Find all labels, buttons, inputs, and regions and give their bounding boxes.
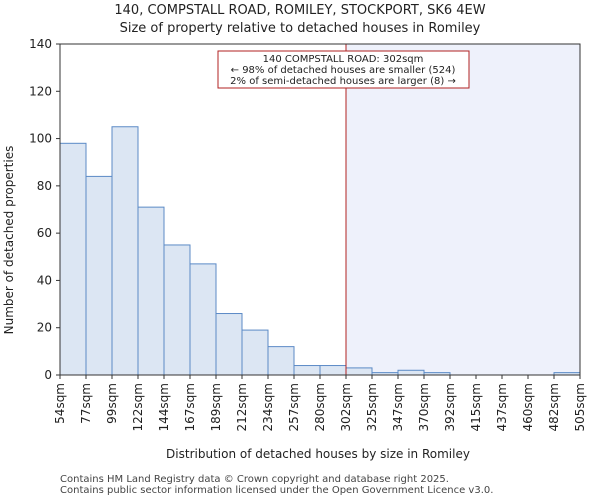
- x-tick-label-460sqm: 460sqm: [521, 383, 535, 431]
- annotation-line-3: 2% of semi-detached houses are larger (8…: [230, 76, 456, 87]
- y-tick-label-60: 60: [37, 226, 52, 240]
- x-tick-label-77sqm: 77sqm: [79, 383, 93, 424]
- x-tick-label-54sqm: 54sqm: [53, 383, 67, 424]
- x-tick-label-122sqm: 122sqm: [131, 383, 145, 431]
- x-tick-label-505sqm: 505sqm: [573, 383, 587, 431]
- bar-212sqm: [241, 329, 269, 376]
- chart-subtitle: Size of property relative to detached ho…: [120, 21, 481, 36]
- bar-302sqm: [345, 367, 373, 376]
- y-tick-label-120: 120: [29, 84, 52, 98]
- y-tick-label-20: 20: [37, 321, 52, 335]
- y-tick-label-40: 40: [37, 273, 52, 287]
- y-tick-label-80: 80: [37, 179, 52, 193]
- annotation-box: 140 COMPSTALL ROAD: 302sqm ← 98% of deta…: [217, 50, 470, 89]
- x-tick-label-189sqm: 189sqm: [209, 383, 223, 431]
- plot-frame: [59, 43, 581, 376]
- chart-title: 140, COMPSTALL ROAD, ROMILEY, STOCKPORT,…: [114, 3, 485, 18]
- x-tick-label-257sqm: 257sqm: [287, 383, 301, 431]
- annotation-frame: [217, 50, 470, 89]
- x-tick-label-144sqm: 144sqm: [157, 383, 171, 431]
- x-tick-label-302sqm: 302sqm: [339, 383, 353, 431]
- bar-77sqm: [85, 175, 113, 376]
- bar-347sqm: [397, 369, 425, 376]
- x-axis: 54sqm 77sqm 99sqm 122sqm 144sqm 167sqm 189sqm 2…: [53, 375, 587, 431]
- x-tick-label-234sqm: 234sqm: [261, 383, 275, 431]
- bars: [59, 126, 581, 376]
- bar-280sqm: [319, 365, 347, 376]
- footer-line-1: Contains HM Land Registry data © Crown c…: [60, 474, 449, 485]
- x-tick-label-415sqm: 415sqm: [469, 383, 483, 431]
- y-axis: 0 20 40 60 80 100 120 140: [29, 37, 60, 382]
- annotation-line-2: ← 98% of detached houses are smaller (52…: [231, 65, 456, 76]
- bar-144sqm: [163, 244, 191, 376]
- y-axis-label: Number of detached properties: [2, 146, 16, 335]
- bar-99sqm: [111, 126, 139, 376]
- x-tick-label-482sqm: 482sqm: [547, 383, 561, 431]
- y-tick-label-140: 140: [29, 37, 52, 51]
- footer-line-2: Contains public sector information licen…: [60, 485, 493, 496]
- x-tick-label-392sqm: 392sqm: [443, 383, 457, 431]
- y-tick-label-0: 0: [44, 368, 52, 382]
- x-tick-label-99sqm: 99sqm: [105, 383, 119, 424]
- x-tick-label-167sqm: 167sqm: [183, 383, 197, 431]
- larger-than-property-region: [346, 44, 580, 375]
- bar-167sqm: [189, 263, 217, 376]
- bar-189sqm: [215, 313, 243, 376]
- annotation-line-1: 140 COMPSTALL ROAD: 302sqm: [263, 54, 424, 65]
- x-axis-label: Distribution of detached houses by size …: [166, 447, 470, 461]
- x-tick-label-325sqm: 325sqm: [365, 383, 379, 431]
- bar-54sqm: [59, 142, 87, 376]
- x-tick-label-437sqm: 437sqm: [495, 383, 509, 431]
- bar-122sqm: [137, 206, 165, 376]
- bar-257sqm: [293, 365, 321, 376]
- x-tick-label-212sqm: 212sqm: [235, 383, 249, 431]
- x-tick-label-280sqm: 280sqm: [313, 383, 327, 431]
- x-tick-label-370sqm: 370sqm: [417, 383, 431, 431]
- x-tick-label-347sqm: 347sqm: [391, 383, 405, 431]
- bar-234sqm: [267, 346, 295, 376]
- y-tick-label-100: 100: [29, 132, 52, 146]
